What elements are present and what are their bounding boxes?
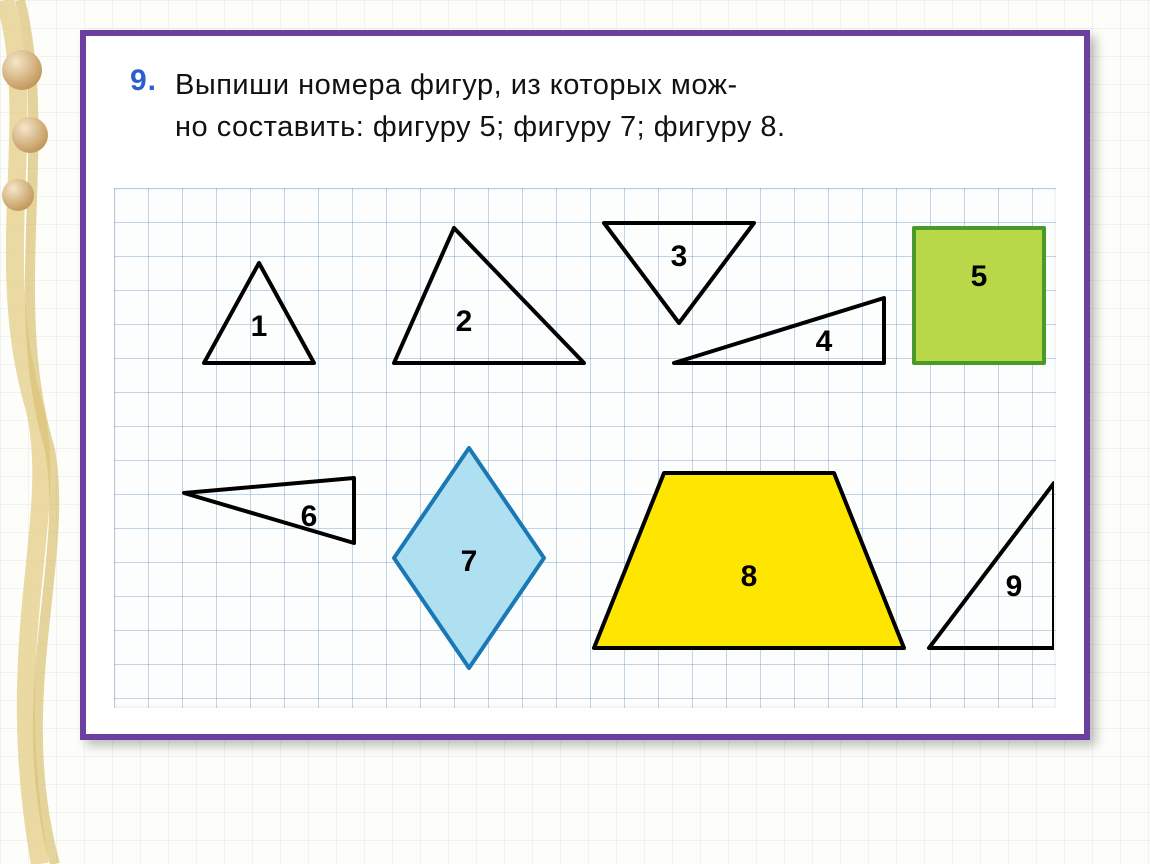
shape-label-2: 2: [456, 305, 473, 338]
shape-4: [674, 298, 884, 363]
shape-label-7: 7: [461, 545, 478, 578]
shape-label-6: 6: [301, 500, 318, 533]
shape-2: [394, 228, 584, 363]
question-text: Выпиши номера фигур, из которых мож- но …: [175, 64, 786, 148]
question-block: 9. Выпиши номера фигур, из которых мож- …: [86, 36, 1084, 158]
figure-grid-area: 1 2 3 4 5 6 7 8 9: [114, 188, 1056, 708]
page-root: 9. Выпиши номера фигур, из которых мож- …: [0, 0, 1150, 864]
shapes-canvas: 1 2 3 4 5 6 7 8 9: [114, 188, 1054, 688]
shape-9: [929, 483, 1054, 648]
shape-label-1: 1: [251, 310, 268, 343]
shape-label-8: 8: [741, 560, 758, 593]
shape-label-9: 9: [1006, 570, 1023, 603]
question-line-1: Выпиши номера фигур, из которых мож-: [175, 69, 738, 101]
exercise-card: 9. Выпиши номера фигур, из которых мож- …: [80, 30, 1090, 740]
shape-5: [914, 228, 1044, 363]
sidebar-decoration: [0, 0, 70, 864]
question-number: 9.: [130, 64, 157, 98]
shape-3: [604, 223, 754, 323]
shape-label-4: 4: [816, 325, 833, 358]
shape-label-3: 3: [671, 240, 688, 273]
shape-label-5: 5: [971, 260, 988, 293]
question-line-2: но составить: фигуру 5; фигуру 7; фигуру…: [175, 111, 786, 143]
shape-6: [184, 478, 354, 543]
